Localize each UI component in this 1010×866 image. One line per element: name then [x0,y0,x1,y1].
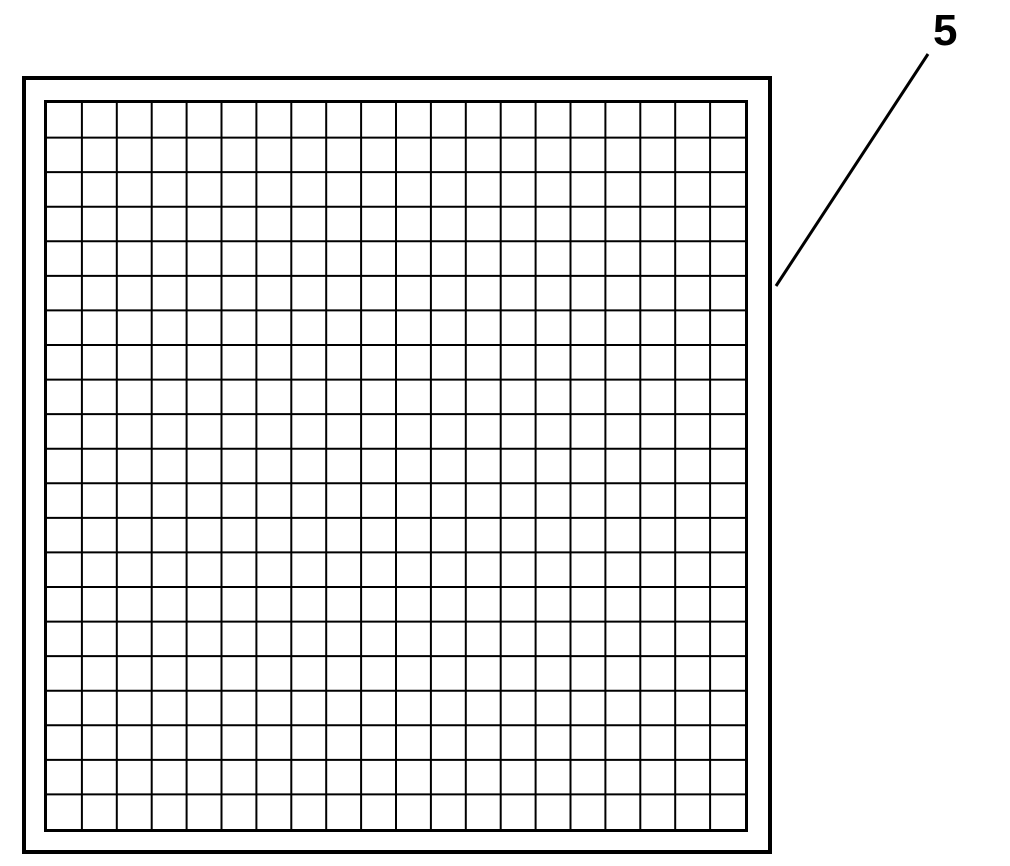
diagram-stage: 5 [0,0,1010,866]
callout-leader-line [0,0,1010,866]
callout-label-5: 5 [933,6,957,56]
